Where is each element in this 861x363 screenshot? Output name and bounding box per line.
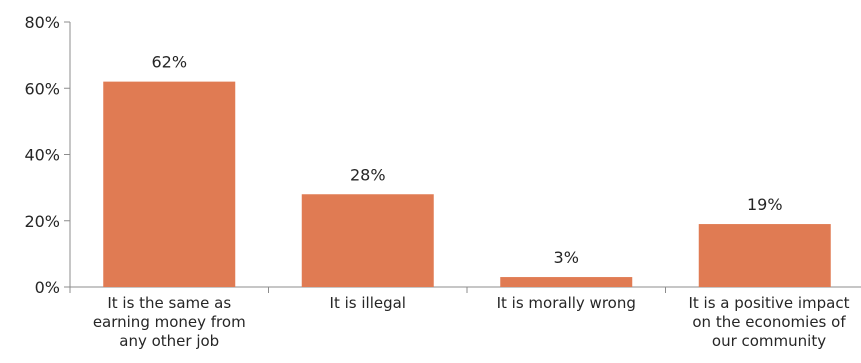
x-tick-label: It is morally wrong: [497, 294, 636, 312]
bar: [301, 194, 434, 287]
y-tick-label: 40%: [24, 146, 60, 165]
data-label: 19%: [747, 195, 783, 214]
x-tick-label-line: It is the same as: [107, 294, 231, 312]
data-label: 3%: [554, 248, 579, 267]
y-tick-label: 60%: [24, 79, 60, 98]
x-axis: [69, 286, 861, 293]
x-tick-label-line: any other job: [119, 332, 219, 350]
bar: [103, 81, 236, 287]
y-tick-label: 20%: [24, 212, 60, 231]
bars: [103, 81, 831, 287]
x-tick-label: It is a positive impact on the economies …: [688, 294, 849, 350]
x-tick-label-line: on the economies of: [692, 313, 846, 331]
bar: [500, 277, 633, 287]
data-labels: 62% 28% 3% 19%: [151, 53, 782, 267]
y-tick-label: 0%: [35, 278, 60, 297]
x-tick-label-line: It is a positive impact: [688, 294, 849, 312]
x-tick-label-line: our community: [712, 332, 826, 350]
x-tick-label-line: It is morally wrong: [497, 294, 636, 312]
bar: [698, 224, 831, 287]
y-axis: 0% 20% 40% 60% 80%: [24, 13, 71, 297]
x-tick-label: It is illegal: [330, 294, 406, 312]
data-label: 28%: [350, 165, 386, 184]
category-labels: It is the same as earning money from any o…: [93, 294, 850, 350]
y-tick-label: 80%: [24, 13, 60, 32]
data-label: 62%: [151, 53, 187, 72]
x-tick-label: It is the same as earning money from any o…: [93, 294, 246, 350]
x-tick-label-line: It is illegal: [330, 294, 406, 312]
x-tick-label-line: earning money from: [93, 313, 246, 331]
